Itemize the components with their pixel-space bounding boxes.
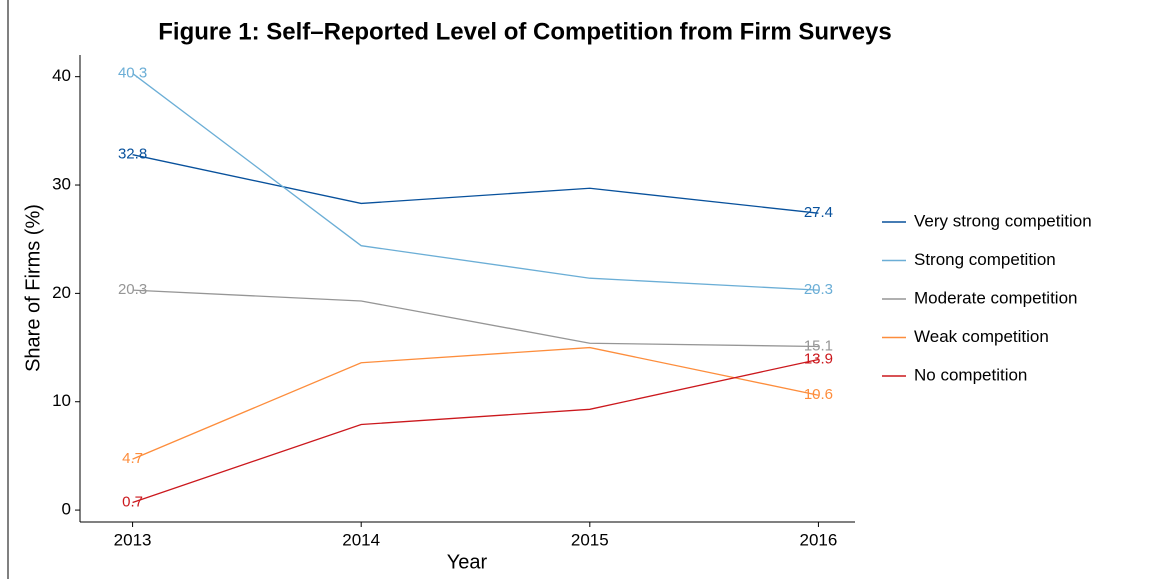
- y-tick-label: 0: [62, 500, 71, 519]
- x-tick-label: 2015: [571, 530, 609, 549]
- y-tick-label: 10: [52, 391, 71, 410]
- series-line: [132, 72, 819, 291]
- data-label: 40.3: [118, 64, 147, 81]
- data-label: 20.3: [118, 281, 147, 298]
- data-label: 15.1: [804, 337, 833, 354]
- data-label: 27.4: [804, 204, 833, 221]
- legend-label: Strong competition: [914, 250, 1056, 269]
- y-axis-label: Share of Firms (%): [22, 204, 44, 372]
- x-tick-label: 2013: [114, 530, 152, 549]
- legend-label: Weak competition: [914, 327, 1049, 346]
- series-line: [132, 154, 819, 214]
- series-line: [132, 346, 819, 460]
- legend-label: Moderate competition: [914, 288, 1077, 307]
- y-tick-label: 30: [52, 175, 71, 194]
- x-tick-label: 2016: [800, 530, 838, 549]
- data-label: 20.3: [804, 281, 833, 298]
- legend-label: No competition: [914, 365, 1027, 384]
- series-line: [132, 289, 819, 348]
- chart-title: Figure 1: Self–Reported Level of Competi…: [158, 18, 891, 45]
- data-label: 4.7: [122, 450, 143, 467]
- y-tick-label: 40: [52, 66, 71, 85]
- x-axis-label: Year: [447, 551, 488, 573]
- data-label: 13.9: [804, 350, 833, 367]
- data-label: 32.8: [118, 146, 147, 163]
- data-label: 0.7: [122, 493, 143, 510]
- series-line: [132, 358, 819, 504]
- data-label: 10.6: [804, 386, 833, 403]
- x-tick-label: 2014: [342, 530, 380, 549]
- legend-label: Very strong competition: [914, 211, 1092, 230]
- y-tick-label: 20: [52, 283, 71, 302]
